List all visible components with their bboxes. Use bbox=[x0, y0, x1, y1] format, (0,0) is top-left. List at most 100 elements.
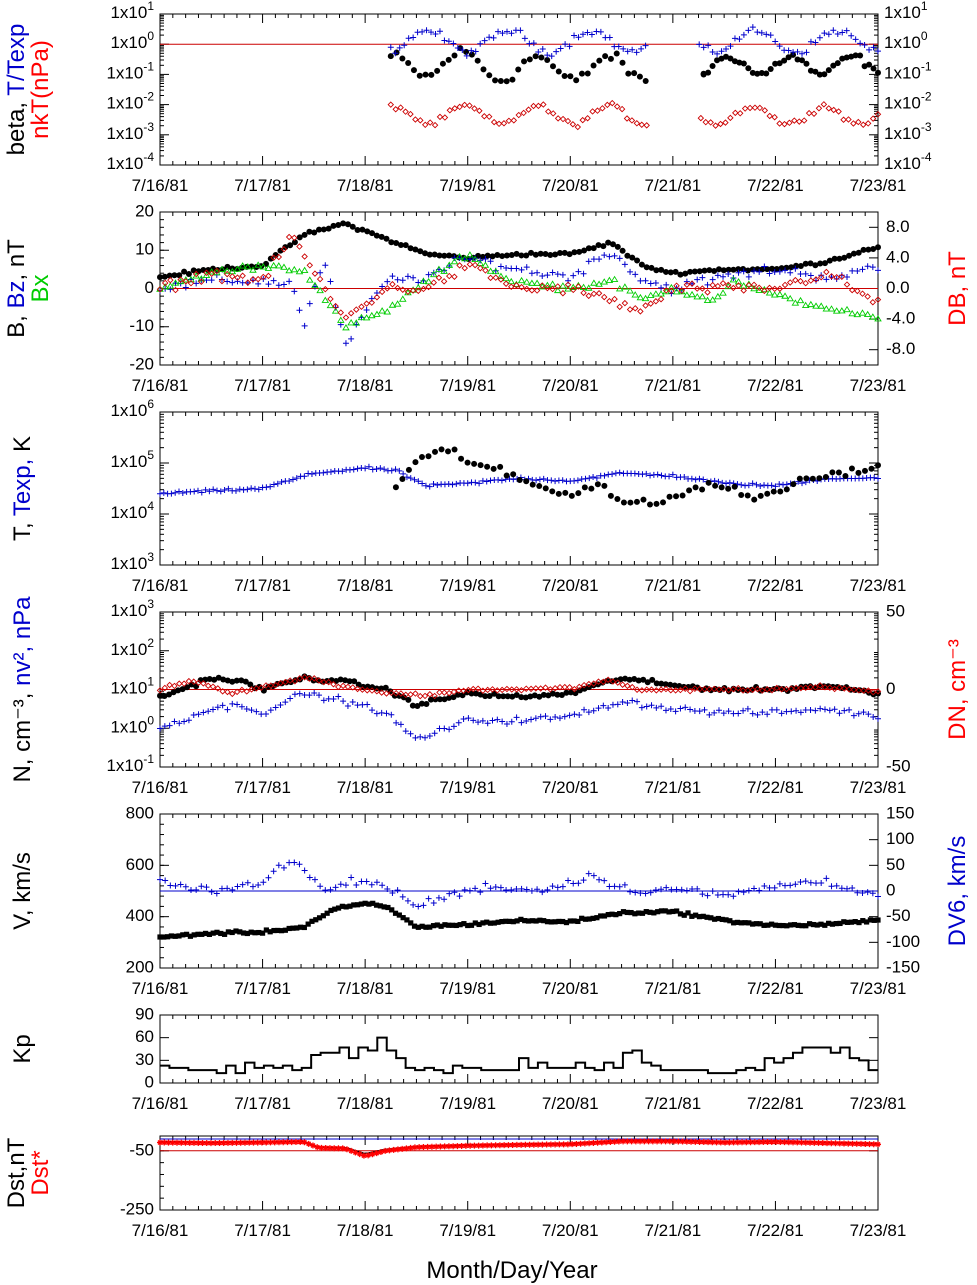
data-point bbox=[420, 285, 427, 293]
data-point bbox=[275, 1139, 282, 1146]
data-point bbox=[633, 120, 641, 127]
data-point bbox=[812, 39, 819, 46]
data-point bbox=[745, 887, 752, 894]
data-point bbox=[730, 284, 737, 292]
panel-kp: 7/16/81 7/17/81 7/18/81 7/19/81 7/20/81 7/21/… bbox=[9, 1004, 906, 1113]
data-point bbox=[549, 883, 556, 890]
data-point bbox=[492, 274, 499, 281]
data-point bbox=[787, 269, 794, 276]
data-point bbox=[328, 907, 334, 914]
data-point bbox=[450, 40, 457, 47]
data-point bbox=[615, 285, 624, 292]
data-point bbox=[791, 922, 798, 928]
data-point bbox=[378, 689, 385, 696]
data-point bbox=[770, 488, 777, 495]
data-point bbox=[687, 706, 694, 713]
data-point bbox=[523, 717, 530, 724]
data-point bbox=[373, 466, 380, 473]
data-point bbox=[744, 492, 751, 499]
data-point bbox=[508, 265, 515, 272]
data-point bbox=[862, 1140, 869, 1147]
data-point bbox=[807, 879, 814, 886]
data-point bbox=[705, 1139, 712, 1146]
data-point bbox=[451, 889, 458, 896]
data-point bbox=[620, 909, 627, 915]
data-point bbox=[354, 685, 361, 693]
data-point bbox=[278, 928, 285, 934]
data-point bbox=[314, 1144, 321, 1151]
x-tick-label: 7/16/81 bbox=[132, 376, 189, 395]
panel-dst: 7/16/81 7/17/81 7/18/81 7/19/81 7/20/81 7/21/… bbox=[3, 1135, 906, 1240]
data-point bbox=[647, 280, 654, 287]
data-point bbox=[528, 279, 536, 286]
data-point bbox=[759, 266, 766, 273]
data-point bbox=[730, 1139, 737, 1146]
data-point bbox=[484, 1142, 491, 1149]
data-point bbox=[730, 266, 737, 273]
data-point bbox=[658, 1138, 665, 1145]
data-point bbox=[560, 918, 566, 925]
data-point bbox=[677, 686, 684, 694]
data-point bbox=[523, 264, 530, 271]
data-point bbox=[614, 496, 621, 503]
data-point bbox=[513, 885, 520, 892]
data-point bbox=[451, 52, 458, 59]
data-point bbox=[171, 718, 178, 725]
data-point bbox=[306, 675, 313, 682]
data-point bbox=[756, 1139, 763, 1146]
data-point bbox=[407, 1144, 414, 1151]
x-tick-label: 7/23/81 bbox=[850, 778, 907, 797]
data-point bbox=[486, 34, 493, 41]
data-point bbox=[203, 1140, 210, 1147]
data-point bbox=[414, 283, 423, 291]
data-point bbox=[870, 245, 877, 252]
data-point bbox=[387, 101, 395, 108]
data-point bbox=[715, 266, 722, 273]
data-point bbox=[605, 912, 611, 918]
data-point bbox=[757, 492, 764, 499]
tick-label: 60 bbox=[135, 1027, 154, 1046]
data-point bbox=[161, 1139, 168, 1146]
data-point bbox=[297, 1138, 304, 1145]
data-point bbox=[455, 691, 462, 698]
x-tick-label: 7/17/81 bbox=[234, 1094, 291, 1113]
data-point bbox=[157, 692, 163, 699]
data-point bbox=[722, 1139, 729, 1146]
data-point bbox=[461, 101, 468, 109]
data-point bbox=[810, 110, 818, 117]
data-point bbox=[594, 481, 601, 488]
data-point bbox=[672, 687, 679, 694]
data-point bbox=[161, 283, 169, 290]
data-point bbox=[616, 303, 623, 311]
data-point bbox=[398, 295, 407, 302]
data-point bbox=[740, 31, 747, 38]
data-point bbox=[210, 706, 217, 713]
data-point bbox=[859, 266, 866, 273]
data-point bbox=[658, 908, 665, 914]
data-point bbox=[311, 876, 318, 883]
data-point bbox=[388, 239, 395, 246]
data-point bbox=[535, 102, 542, 110]
data-point bbox=[399, 277, 406, 284]
data-point bbox=[854, 287, 861, 295]
tick-label: -50 bbox=[886, 756, 911, 775]
data-point bbox=[674, 908, 680, 914]
data-point bbox=[169, 1139, 176, 1146]
data-point bbox=[723, 45, 730, 52]
data-point bbox=[495, 693, 502, 700]
data-point bbox=[330, 681, 337, 688]
data-point bbox=[405, 35, 412, 42]
data-point bbox=[645, 1138, 652, 1145]
data-point bbox=[842, 472, 849, 479]
data-point bbox=[709, 63, 716, 70]
data-point bbox=[446, 694, 453, 701]
data-point bbox=[868, 465, 875, 472]
data-point bbox=[180, 680, 188, 687]
data-point bbox=[438, 446, 445, 453]
data-point bbox=[157, 490, 163, 497]
data-point bbox=[311, 281, 319, 289]
data-point bbox=[793, 707, 800, 714]
data-point bbox=[556, 1141, 563, 1148]
data-point bbox=[864, 889, 871, 896]
data-point bbox=[850, 712, 857, 719]
